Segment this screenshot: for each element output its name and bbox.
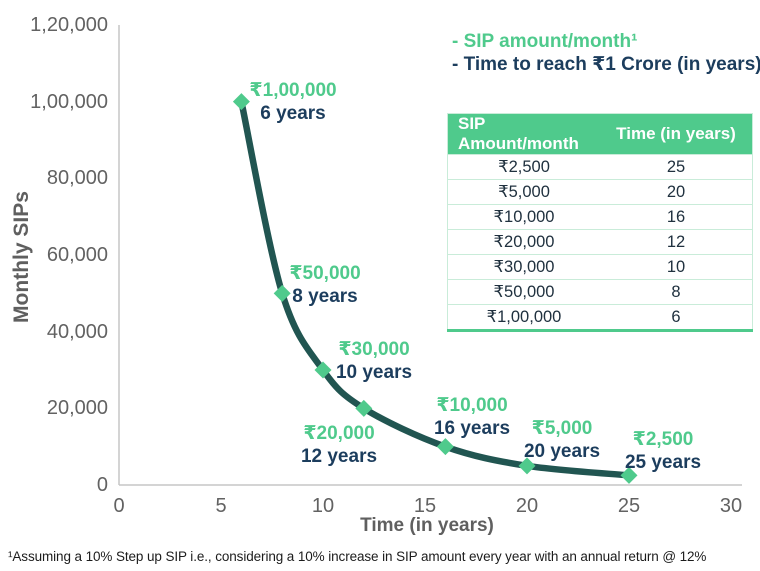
time-cell: 20 (600, 179, 753, 205)
table-header: SIP Amount/month Time (in years) (447, 113, 753, 155)
time-cell: 6 (600, 304, 753, 331)
table-row: ₹30,000 10 (447, 254, 753, 280)
sip-amount-label: ₹2,500 (632, 429, 694, 450)
sip-amount-label: ₹50,000 (289, 263, 361, 284)
table-row: ₹1,00,000 6 (447, 304, 753, 331)
table-header-cell: SIP Amount/month (447, 113, 600, 155)
sip-amount-label: ₹30,000 (338, 339, 410, 360)
time-label: 8 years (292, 286, 358, 307)
data-point-marker (436, 438, 454, 456)
y-axis-title: Monthly SIPs (10, 191, 33, 323)
y-tick-label: 1,00,000 (30, 90, 108, 113)
sip-amount-cell: ₹30,000 (447, 254, 600, 280)
legend-sip-amount: - SIP amount/month¹ (452, 31, 638, 52)
sip-amount-label: ₹5,000 (531, 418, 593, 439)
footnote: ¹Assuming a 10% Step up SIP i.e., consid… (8, 549, 707, 564)
x-tick-label: 10 (311, 495, 335, 517)
data-point-marker (620, 466, 638, 484)
time-cell: 8 (600, 279, 753, 305)
y-tick-label: 60,000 (46, 244, 108, 266)
sip-time-table: SIP Amount/month Time (in years) ₹2,500 25… (447, 113, 753, 332)
time-cell: 12 (600, 229, 753, 255)
x-tick-label: 15 (413, 495, 437, 517)
time-label: 12 years (300, 446, 378, 467)
point-label-group: ₹30,000 10 years (284, 338, 464, 384)
time-cell: 16 (600, 204, 753, 230)
point-label-group: ₹2,500 25 years (573, 428, 753, 474)
y-tick-label: 20,000 (46, 397, 108, 420)
time-cell: 25 (600, 154, 753, 180)
data-point-marker (314, 361, 332, 379)
y-tick-label: 80,000 (46, 167, 108, 190)
legend-time-to-crore: - Time to reach ₹1 Crore (in years) (452, 54, 760, 75)
time-label: 10 years (335, 362, 413, 383)
y-tick-label: 0 (96, 474, 108, 496)
data-point-marker (232, 93, 250, 111)
point-label-group: ₹50,000 8 years (235, 262, 415, 308)
sip-amount-cell: ₹2,500 (447, 154, 600, 180)
time-label: 16 years (433, 418, 511, 439)
sip-amount-label: ₹1,00,000 (249, 80, 337, 101)
y-tick-label: 40,000 (46, 320, 108, 343)
point-label-group: ₹10,000 16 years (382, 394, 562, 440)
sip-amount-cell: ₹50,000 (447, 279, 600, 305)
point-label-group: ₹20,000 12 years (249, 422, 429, 468)
time-label: 25 years (624, 452, 702, 473)
sip-amount-cell: ₹5,000 (447, 179, 600, 205)
time-label: 6 years (260, 103, 326, 124)
y-tick-label: 1,20,000 (30, 14, 108, 36)
data-point-marker (273, 284, 291, 302)
table-row: ₹5,000 20 (447, 179, 753, 205)
table-row: ₹20,000 12 (447, 229, 753, 255)
x-tick-label: 30 (719, 495, 743, 517)
legend: - SIP amount/month¹ - Time to reach ₹1 C… (452, 30, 760, 76)
table-header-cell: Time (in years) (600, 113, 753, 155)
data-point-marker (355, 399, 373, 417)
sip-amount-cell: ₹1,00,000 (447, 304, 600, 331)
sip-amount-cell: ₹20,000 (447, 229, 600, 255)
table-row: ₹50,000 8 (447, 279, 753, 305)
time-label: 20 years (523, 441, 601, 462)
x-tick-label: 20 (515, 495, 539, 517)
time-cell: 10 (600, 254, 753, 280)
point-label-group: ₹5,000 20 years (472, 417, 652, 463)
table-row: ₹10,000 16 (447, 204, 753, 230)
x-axis-title: Time (in years) (360, 515, 494, 536)
sip-amount-label: ₹10,000 (436, 395, 508, 416)
x-tick-label: 5 (215, 495, 227, 517)
data-point-marker (518, 457, 536, 475)
x-tick-label: 25 (617, 495, 641, 517)
sip-amount-cell: ₹10,000 (447, 204, 600, 230)
sip-amount-label: ₹20,000 (303, 423, 375, 444)
x-tick-label: 0 (113, 495, 125, 517)
table-row: ₹2,500 25 (447, 154, 753, 180)
point-label-group: ₹1,00,000 6 years (203, 79, 383, 125)
